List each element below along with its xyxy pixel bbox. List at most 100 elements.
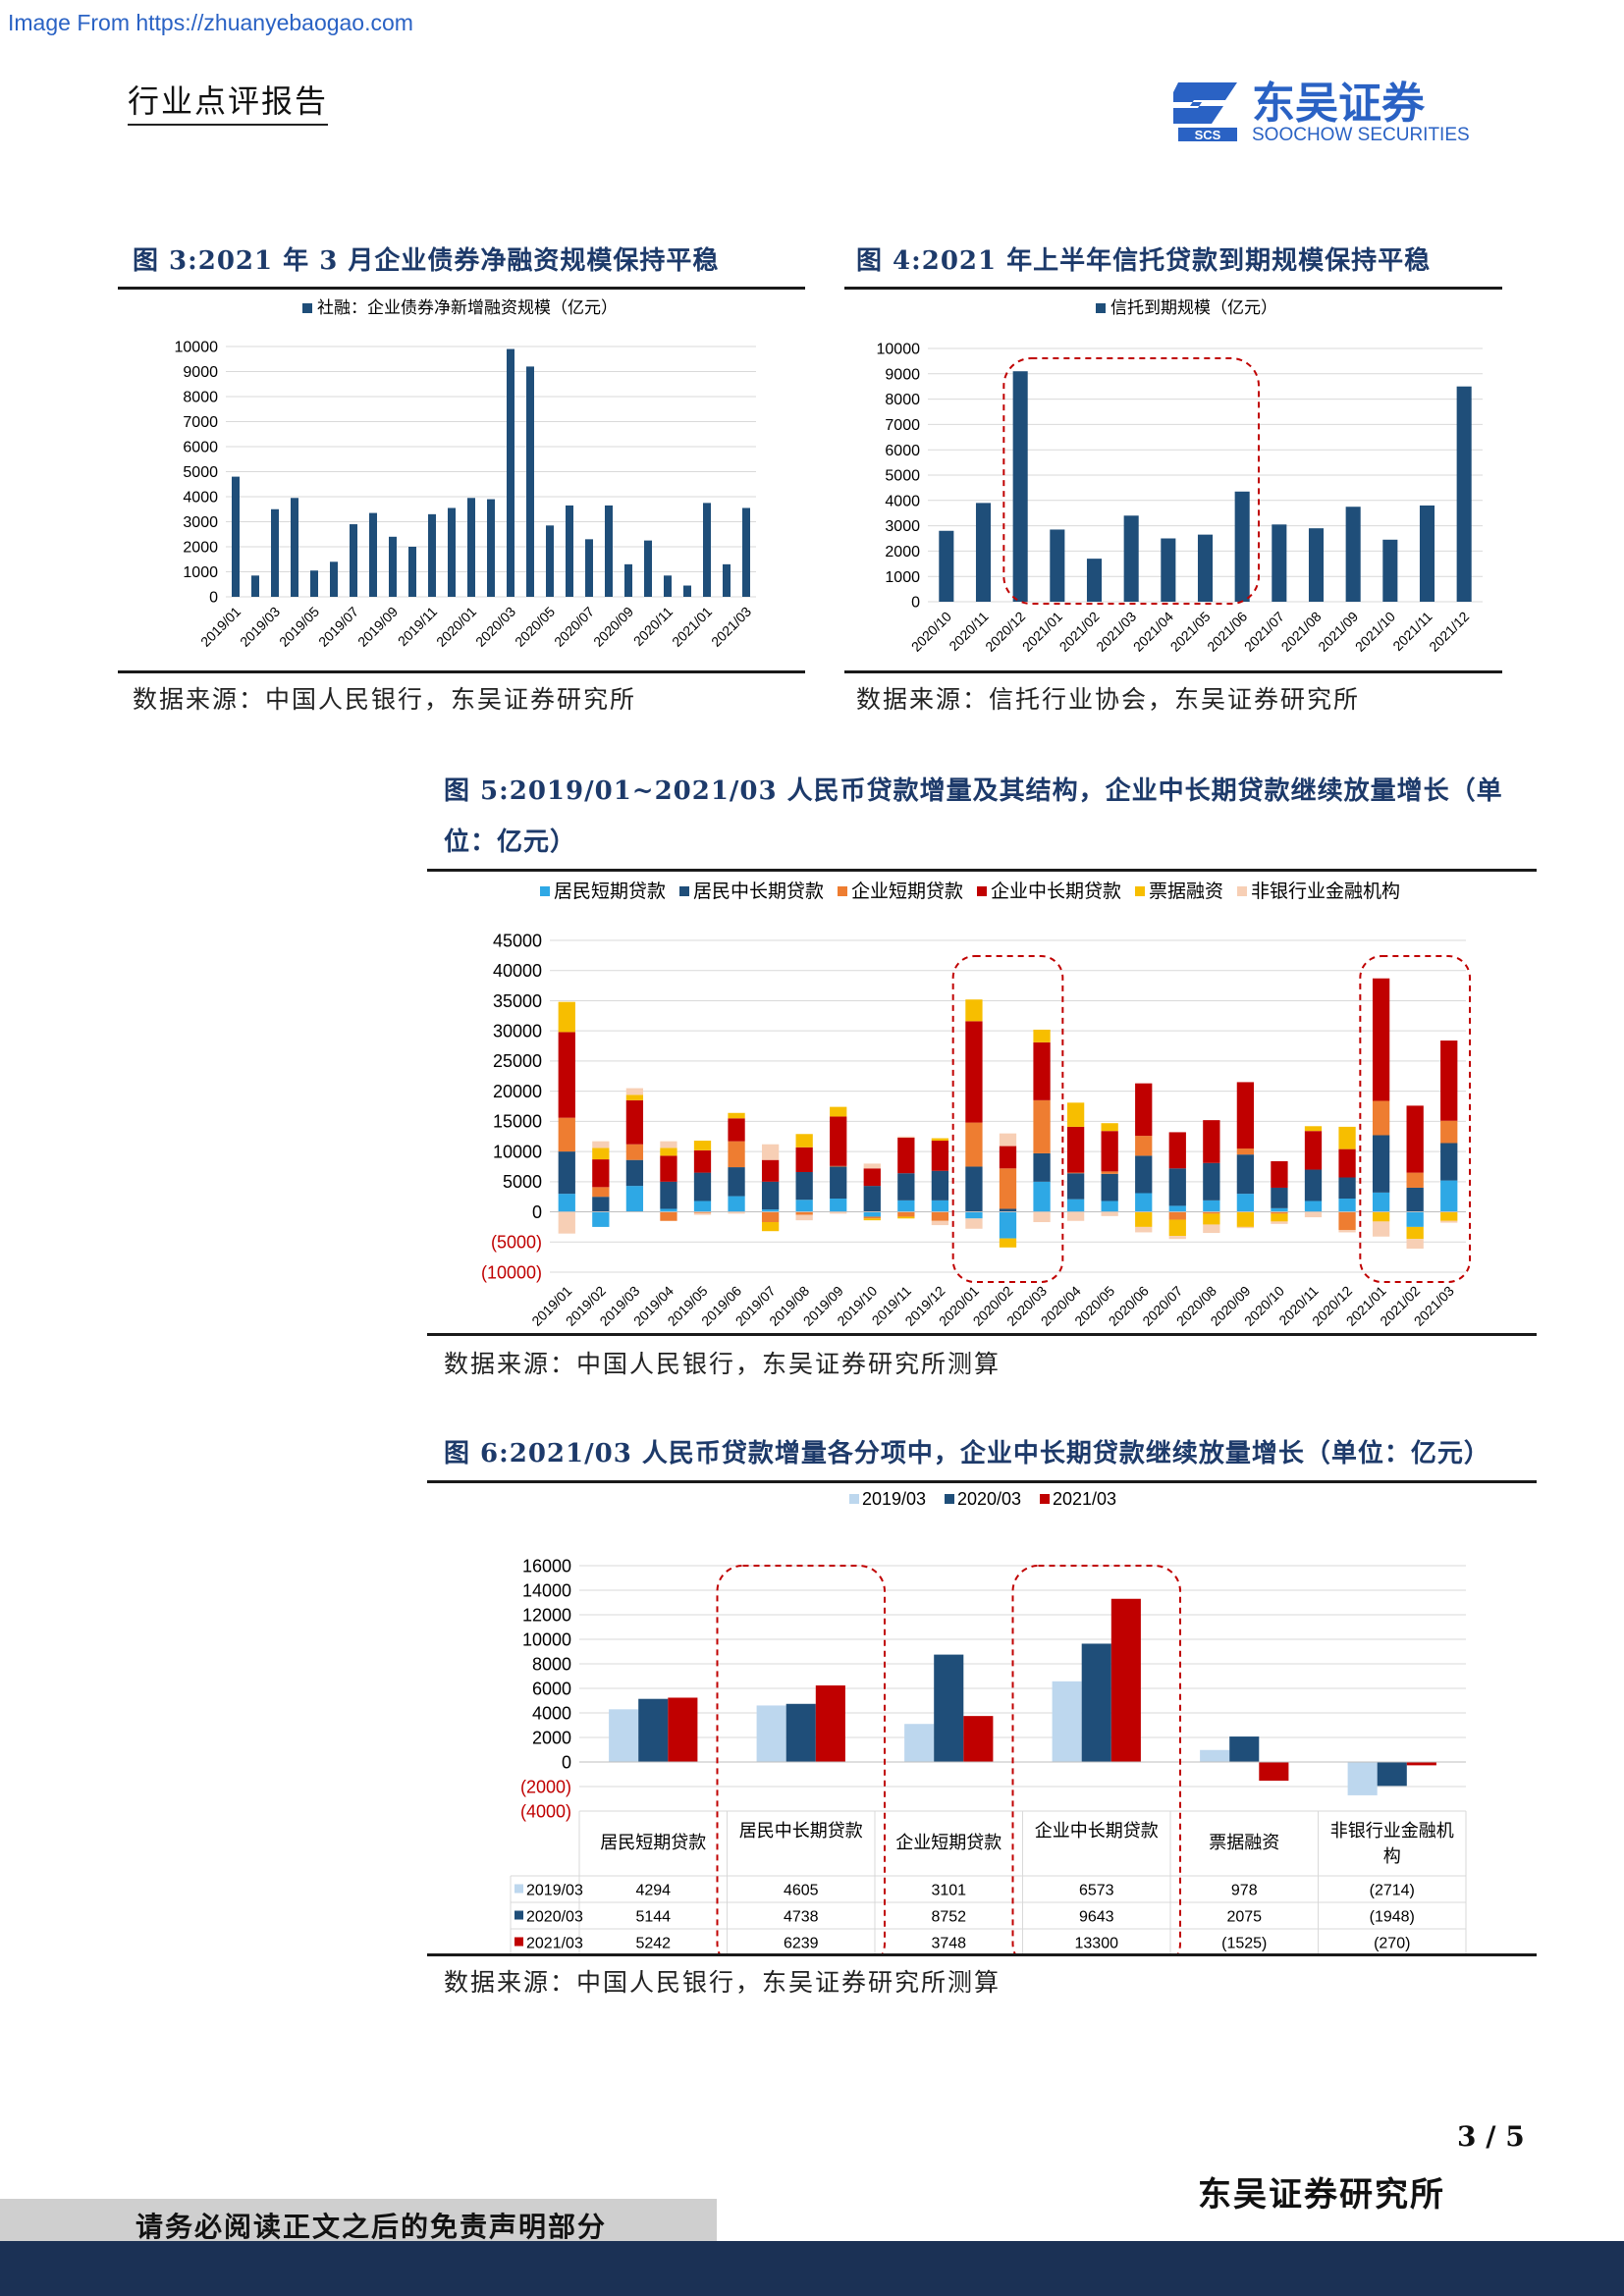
legend-label: 2019/03 [862,1489,926,1509]
bar [232,476,240,597]
chart2-y-tick-label: 9000 [885,366,920,383]
table-value: 8752 [931,1909,966,1926]
bar [1086,559,1103,602]
stacked-bar-segment [1168,1211,1186,1220]
stacked-bar-segment [965,999,983,1022]
bar [526,366,534,597]
figure-6-source: 数据来源：中国人民银行，东吴证券研究所测算 [444,1968,1001,1997]
stacked-bar-segment [660,1148,677,1156]
bar [1272,524,1287,602]
stacked-bar-segment [1304,1126,1323,1132]
stacked-bar-segment [1338,1126,1356,1149]
stacked-bar-segment [830,1106,847,1117]
legend-label: 非银行业金融机构 [1251,881,1400,902]
bar [467,498,475,597]
x-tick-label: 2019/03 [237,604,283,650]
stacked-bar-segment [1236,1154,1255,1195]
legend-label: 企业中长期贷款 [991,881,1121,902]
logo-en: SOOCHOW SECURITIES [1252,125,1470,145]
stacked-bar-segment [1406,1187,1424,1212]
table-category-label: 企业中长期贷款 [1035,1821,1159,1841]
stacked-bar-segment [965,1122,983,1167]
table-category-label: 居民短期贷款 [600,1833,706,1852]
x-tick-label: 2020/12 [982,609,1028,655]
chart1-y-tick-label: 1000 [183,564,218,581]
stacked-bar-segment [592,1141,610,1148]
chart1-y-tick-label: 7000 [183,414,218,431]
stacked-bar-segment [1372,1100,1390,1136]
x-tick-label: 2021/05 [1167,609,1214,655]
x-tick-label: 2020/09 [590,604,636,650]
footer-band [0,2241,1624,2296]
bar [742,507,750,597]
x-tick-label: 2021/01 [1019,609,1065,655]
stacked-bar-segment [1135,1211,1153,1227]
stacked-bar-segment [1135,1083,1153,1137]
stacked-bar-segment [1271,1187,1288,1208]
stacked-bar-segment [1271,1211,1288,1214]
disclaimer-text: 请务必阅读正文之后的免责声明部分 [135,2211,608,2243]
chart2-y-tick-label: 10000 [877,342,921,358]
x-tick-label: 2021/07 [1241,609,1287,655]
chart4-y-tick-label: 10000 [522,1629,571,1649]
stacked-bar-segment [693,1212,712,1215]
legend-swatch [540,886,550,896]
stacked-bar-segment [1406,1105,1424,1173]
bar [1382,539,1398,602]
stacked-bar-segment [931,1141,949,1171]
stacked-bar-segment [625,1095,644,1100]
stacked-bar-segment [592,1148,610,1160]
stacked-bar-segment [1440,1180,1458,1212]
stacked-bar-segment [761,1209,780,1212]
stacked-bar-segment [1236,1194,1255,1212]
bar [1234,491,1250,602]
stacked-bar-segment [897,1200,915,1212]
chart4-y-tick-label: 2000 [532,1728,571,1747]
stacked-bar-segment [1440,1041,1458,1121]
stacked-bar-segment [1203,1224,1220,1234]
stacked-bar-segment [1168,1132,1186,1169]
bar [1012,371,1028,602]
chart3-y-tick-label: 35000 [493,991,542,1011]
chart2-y-tick-label: 2000 [885,544,920,561]
stacked-bar-segment [1101,1131,1118,1172]
stacked-bar-segment [999,1208,1017,1212]
chart1-y-tick-label: 5000 [183,464,218,481]
legend-swatch [302,303,312,313]
stacked-bar-segment [761,1144,780,1160]
chart4-y-tick-label: (2000) [520,1777,571,1796]
bar [1419,505,1435,602]
stacked-bar-segment [1406,1239,1424,1250]
chart2-y-tick-label: 3000 [885,518,920,535]
x-tick-label: 2021/04 [1130,609,1176,655]
figure-3-title: 图 3:2021 年 3 月企业债券净融资规模保持平稳 [133,246,720,276]
x-tick-label: 2021/03 [1093,609,1139,655]
stacked-bar-segment [1168,1236,1186,1240]
highlight-box [716,1565,886,1954]
stacked-bar-segment [1271,1207,1288,1212]
bar [904,1724,935,1762]
stacked-bar-segment [693,1211,712,1213]
stacked-bar-segment [625,1159,644,1187]
figure-5-title: 图 5:2019/01~2021/03 人民币贷款增量及其结构，企业中长期贷款继… [444,776,1503,857]
chart1-y-tick-label: 2000 [183,540,218,557]
stacked-bar-segment [558,1194,575,1212]
figure-5-top-rule [427,869,1537,872]
table-value: 9643 [1079,1909,1114,1926]
stacked-bar-segment [863,1211,881,1217]
bar [428,513,436,597]
bar [609,1709,639,1762]
stacked-bar-segment [1135,1193,1153,1212]
bar [1377,1762,1407,1787]
figure-5-chart: 居民短期贷款 居民中长期贷款 企业短期贷款 企业中长期贷款 票据融资 非银行业金融机构 (1… [481,881,1471,1329]
figure-3-bottom-rule [118,670,805,673]
stacked-bar-segment [830,1165,847,1167]
stacked-bar-segment [693,1149,712,1173]
stacked-bar-segment [1066,1173,1085,1200]
chart3-y-tick-label: 25000 [493,1051,542,1071]
legend-label: 居民中长期贷款 [693,881,824,902]
x-tick-label: 2021/09 [1315,609,1361,655]
stacked-bar-segment [795,1134,813,1148]
bar [1161,538,1176,602]
bar [605,505,613,597]
